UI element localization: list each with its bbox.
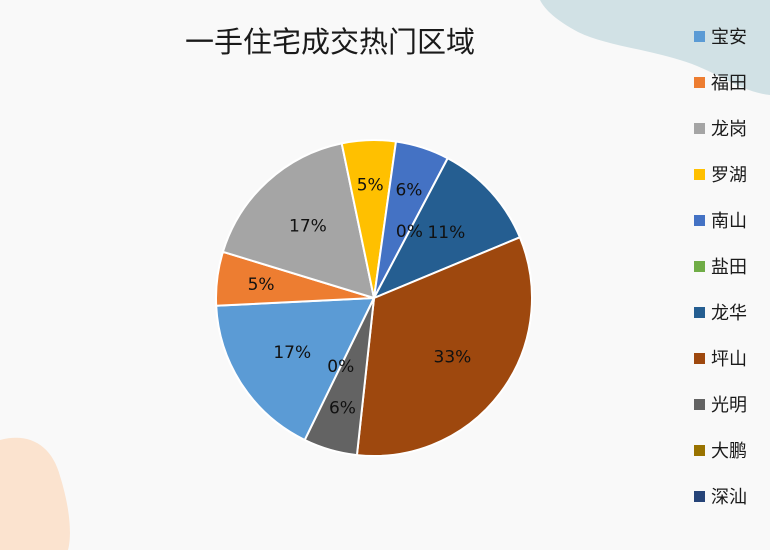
legend-label-7: 龙华 (711, 303, 747, 324)
legend-item-9: 光明 (694, 395, 747, 416)
legend-swatch-3 (694, 123, 705, 134)
pie-slice-7 (371, 156, 522, 300)
legend-item-7: 龙华 (694, 303, 747, 324)
pie-slice-3 (221, 142, 376, 300)
legend-item-2: 福田 (694, 73, 747, 94)
decorative-blob-bottom-left (0, 437, 70, 550)
legend-item-6: 盐田 (694, 257, 747, 278)
legend-item-3: 龙岗 (694, 119, 747, 140)
pie-slice-1 (215, 296, 376, 442)
legend-item-5: 南山 (694, 211, 747, 232)
data-label-2: 5% (248, 275, 275, 295)
pie-slices (215, 139, 533, 457)
data-label-7: 11% (427, 223, 465, 243)
data-label-3: 17% (289, 217, 327, 237)
legend-item-4: 罗湖 (694, 165, 747, 186)
data-label-5: 6% (395, 181, 422, 201)
legend-label-3: 龙岗 (711, 119, 747, 140)
legend-swatch-4 (694, 169, 705, 180)
legend-item-10: 大鹏 (694, 441, 747, 462)
pie-slice-8 (355, 235, 533, 457)
legend-label-11: 深汕 (711, 487, 747, 508)
data-label-10: 0% (327, 357, 354, 377)
legend-swatch-2 (694, 77, 705, 88)
legend-item-1: 宝安 (694, 27, 747, 48)
pie-slice-9 (303, 297, 375, 457)
legend-label-9: 光明 (711, 395, 747, 416)
legend-label-6: 盐田 (711, 257, 747, 278)
data-label-6: 0% (396, 222, 423, 242)
legend-swatch-6 (694, 261, 705, 272)
pie-data-labels: 17%5%17%5% 6%0% 11%33%6%0% (248, 175, 472, 418)
legend-swatch-1 (694, 31, 705, 42)
chart-title: 一手住宅成交热门区域 (185, 25, 475, 59)
data-label-1: 17% (273, 343, 311, 363)
legend-swatch-7 (694, 307, 705, 318)
decorative-blob-top-right (540, 0, 770, 95)
legend-label-4: 罗湖 (711, 165, 747, 186)
legend-item-11: 深汕 (694, 487, 747, 508)
legend-swatch-8 (694, 353, 705, 364)
legend-swatch-11 (694, 491, 705, 502)
legend-swatch-9 (694, 399, 705, 410)
legend-label-8: 坪山 (711, 349, 747, 370)
legend-label-10: 大鹏 (711, 441, 747, 462)
legend-swatch-5 (694, 215, 705, 226)
legend-label-1: 宝安 (711, 27, 747, 48)
data-label-9: 6% (329, 398, 356, 418)
data-label-4: 5% (357, 175, 384, 195)
legend-label-2: 福田 (711, 73, 747, 94)
legend-label-5: 南山 (711, 211, 747, 232)
data-label-8: 33% (434, 348, 472, 368)
legend-item-8: 坪山 (694, 349, 747, 370)
legend-swatch-10 (694, 445, 705, 456)
